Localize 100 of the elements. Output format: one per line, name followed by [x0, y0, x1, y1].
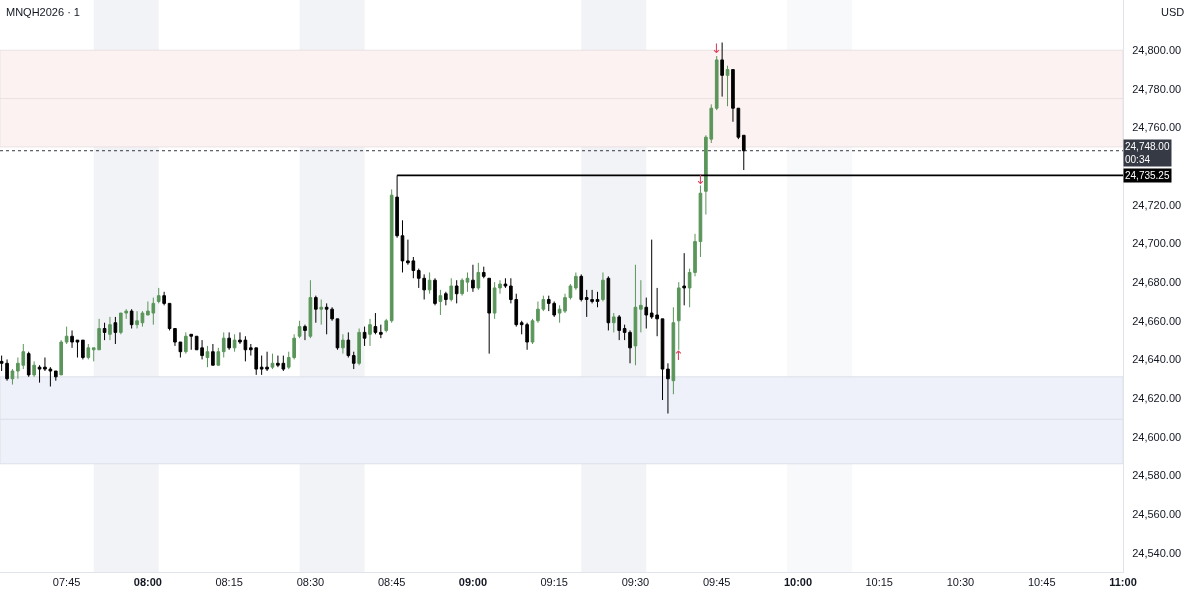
candlestick	[81, 339, 85, 360]
candlestick	[26, 351, 31, 378]
candlestick	[444, 291, 448, 306]
candlestick	[460, 277, 464, 297]
y-tick-label: 24,560.00	[1132, 507, 1182, 520]
candlestick	[108, 316, 112, 341]
candlestick	[351, 351, 356, 370]
candlestick	[595, 291, 600, 308]
x-tick-label: 09:00	[458, 576, 487, 589]
candlestick	[676, 281, 681, 351]
candlestick	[303, 324, 307, 341]
candlestick	[449, 277, 454, 302]
annotation: ↓	[695, 172, 706, 187]
candlestick	[341, 333, 345, 355]
y-tick-label: 24,780.00	[1132, 82, 1182, 95]
candlestick	[308, 279, 313, 339]
candlestick	[368, 318, 372, 347]
candlestick	[476, 262, 481, 291]
candlestick	[319, 299, 324, 326]
y-tick-label: 24,700.00	[1132, 237, 1182, 250]
candlestick	[53, 370, 58, 382]
x-tick-label: 11:00	[1109, 576, 1137, 589]
candlestick	[633, 264, 638, 366]
candlestick	[216, 347, 221, 366]
candlestick	[606, 275, 611, 331]
candlestick	[611, 312, 616, 333]
x-tick-label: 08:45	[377, 576, 406, 589]
annotation: ↓	[711, 41, 722, 56]
candlestick	[232, 333, 237, 353]
candlestick	[644, 297, 649, 330]
candlestick	[162, 291, 166, 306]
candlestick	[346, 331, 351, 358]
candlestick	[129, 308, 134, 330]
candlestick	[481, 266, 486, 279]
y-tick-label: 24,680.00	[1132, 275, 1182, 288]
x-tick-label: 10:15	[865, 576, 893, 589]
x-tick-label: 08:30	[296, 576, 325, 589]
candlestick	[189, 333, 194, 351]
candlestick	[357, 328, 361, 366]
y-tick-label: 24,760.00	[1132, 121, 1182, 134]
candlestick	[433, 277, 437, 306]
candlestick	[384, 318, 389, 333]
candlestick	[400, 219, 405, 273]
candlestick	[227, 331, 231, 351]
candlestick	[487, 277, 491, 355]
candlestick	[184, 331, 188, 355]
candlestick	[389, 188, 394, 324]
x-tick-label: 09:15	[540, 576, 568, 589]
candlestick	[314, 295, 318, 324]
text: MNQH2026 · 1	[6, 6, 80, 18]
candlestick	[373, 312, 378, 335]
candlestick	[59, 339, 64, 376]
candlestick	[362, 326, 367, 347]
candlestick	[102, 322, 107, 341]
candlestick	[427, 271, 432, 295]
candlestick	[471, 264, 475, 293]
candlestick	[211, 343, 215, 366]
x-tick-label: 08:00	[133, 576, 162, 589]
candlestick	[221, 331, 226, 358]
x-tick-label: 10:45	[1027, 576, 1056, 589]
candlestick	[725, 65, 730, 107]
x-tick-label: 10:30	[946, 576, 975, 589]
candlestick	[741, 134, 746, 171]
y-tick-label: 24,660.00	[1132, 314, 1182, 327]
candlestick	[297, 320, 302, 339]
candlestick	[671, 306, 676, 395]
x-tick-label: 08:15	[215, 576, 243, 589]
y-tick-label: 24,540.00	[1132, 546, 1182, 559]
candlestick	[579, 273, 584, 302]
candlestick	[270, 353, 275, 370]
candlestick	[574, 271, 578, 291]
candlestick	[714, 55, 719, 111]
y-tick-label: 24,620.00	[1132, 391, 1182, 404]
x-tick-label: 09:45	[702, 576, 731, 589]
x-tick-label: 07:45	[52, 576, 81, 589]
candlestick	[32, 360, 36, 378]
candlestick	[156, 287, 161, 304]
candlestick	[86, 343, 91, 360]
candlestick	[720, 42, 724, 98]
candlestick	[660, 318, 665, 401]
candlestick	[379, 324, 383, 339]
x-tick-label: 10:00	[783, 576, 813, 589]
y-tick-label: 24,720.00	[1132, 198, 1182, 211]
x-tick-label: 09:30	[621, 576, 650, 589]
candlestick	[682, 252, 687, 306]
candlestick	[438, 289, 443, 316]
annotation: ↑	[673, 348, 684, 363]
candlestick	[113, 316, 118, 345]
candlestick	[465, 271, 470, 293]
y-tick-label: 24,800.00	[1132, 44, 1182, 57]
candlestick	[503, 277, 508, 289]
candlestick	[64, 326, 69, 345]
annotation: 24,735.25	[1125, 170, 1170, 181]
candlestick	[601, 271, 605, 302]
y-tick-label: 24,640.00	[1132, 353, 1182, 366]
y-tick-label: 24,600.00	[1132, 430, 1182, 443]
candlestick	[617, 314, 622, 341]
candlestick	[639, 279, 643, 333]
y-axis-title: USD	[1161, 6, 1185, 18]
candlestick	[205, 345, 210, 368]
